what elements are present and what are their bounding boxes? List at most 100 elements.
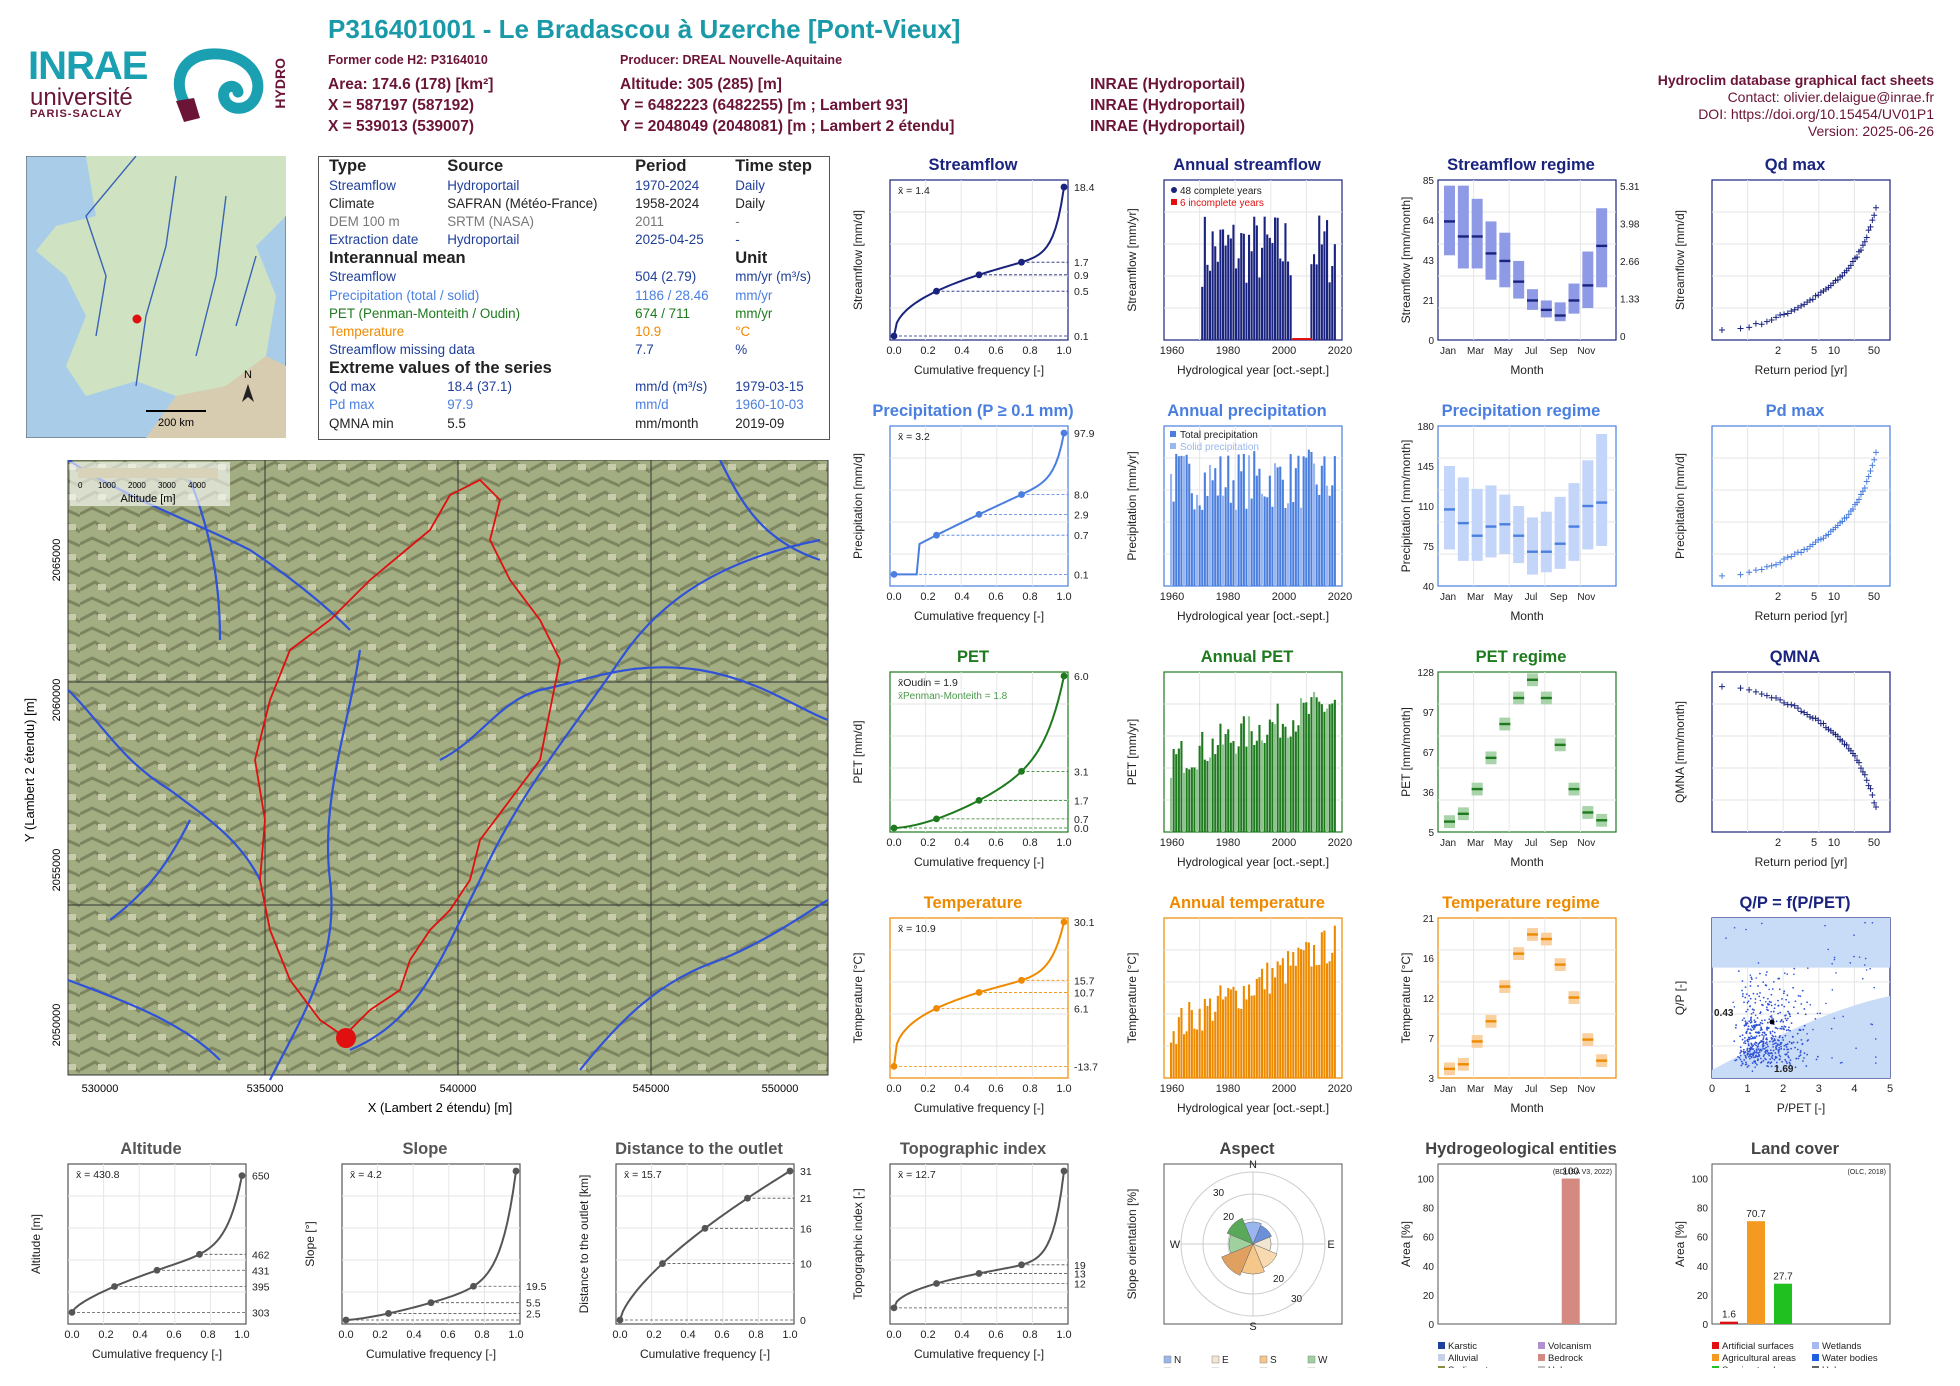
table-row: Streamflow 504 (2.79) mm/yr (m³/s) — [329, 269, 812, 285]
y-tick-label: 20 — [1697, 1291, 1709, 1302]
annual-streamflow-panel: Annual streamflow Streamflow [mm/yr] Hydro… — [1122, 156, 1372, 386]
slope-cdf-title: Slope — [402, 1140, 448, 1158]
qp-point — [1746, 1053, 1749, 1056]
x-tick-label: 0.8 — [200, 1329, 215, 1341]
legend-label: Unknown — [1822, 1365, 1862, 1368]
year-bar — [1216, 745, 1219, 832]
qp-point — [1755, 1035, 1758, 1038]
legend-marker — [1307, 1355, 1316, 1364]
qp-point — [1785, 1019, 1788, 1022]
qp-point — [1740, 1049, 1742, 1052]
plot-frame — [889, 425, 1069, 587]
area-bar — [1561, 1178, 1580, 1324]
qmna-svg: QMNA [mm/month] Return period [yr] 2 5 10 50 — [1673, 671, 1891, 869]
month-tick-label: May — [1494, 1084, 1513, 1095]
year-bar — [1294, 468, 1297, 586]
year-bar — [1266, 234, 1269, 340]
x-tick-label: 0.8 — [1022, 1329, 1037, 1341]
qp-point — [1794, 1046, 1796, 1049]
qp-point — [1749, 974, 1752, 976]
right-tick-label: 3.98 — [1620, 220, 1640, 231]
return-period-point — [1815, 536, 1822, 543]
compass-label: W — [1170, 1239, 1181, 1251]
year-bar — [1222, 744, 1225, 832]
qp-point — [1787, 1056, 1790, 1059]
qp-point — [1759, 999, 1762, 1002]
table-row: Pd max 97.9 mm/d 1960-10-03 — [329, 397, 804, 413]
qp-point — [1743, 1059, 1746, 1061]
return-period-point — [1768, 562, 1775, 569]
right-tick-label: 1.7 — [1074, 257, 1089, 269]
year-bar — [1274, 217, 1277, 340]
inrae-logo: INRAE — [28, 44, 148, 88]
return-period-point — [1763, 692, 1770, 699]
qp-point — [1774, 1035, 1777, 1038]
precip-cdf-svg: Precipitation [mm/d] Cumulative frequency… — [851, 425, 1095, 623]
qp-point — [1775, 1056, 1778, 1059]
qp-point — [1748, 1047, 1751, 1050]
qp-point — [1787, 1029, 1790, 1031]
qp-point — [1795, 1057, 1798, 1060]
year-bar — [1255, 740, 1258, 832]
qp-point — [1750, 1046, 1753, 1049]
qmna-title: QMNA — [1769, 648, 1821, 666]
year-bar — [1268, 475, 1271, 586]
qp-point — [1780, 1019, 1783, 1022]
month-tick-label: Mar — [1467, 1084, 1485, 1095]
qp-point — [1794, 1066, 1797, 1069]
table-row: Temperature 10.9 °C — [329, 323, 751, 339]
x-tick-label: 0.6 — [440, 1329, 455, 1341]
qp-point — [1757, 985, 1759, 987]
regime-box — [1457, 185, 1469, 269]
year-bar — [1248, 234, 1251, 340]
plot-frame — [1711, 1163, 1891, 1325]
x-tick-label: 0.6 — [988, 1329, 1003, 1341]
qp-point — [1763, 1057, 1766, 1060]
hydrogeo-svg: Area [%] (BDLISA V3, 2022) 0 20 40 60 80 100 100… — [1399, 1163, 1617, 1368]
right-tick-label: 0.1 — [1074, 331, 1089, 343]
pd-max-panel: Pd max Precipitation [mm/d] Return period … — [1670, 402, 1920, 632]
right-tick-label: 462 — [252, 1249, 270, 1261]
qp-point — [1770, 1010, 1772, 1013]
return-period-point — [1758, 321, 1765, 328]
year-bar — [1222, 495, 1225, 586]
year-bar — [1222, 999, 1225, 1078]
year-bar — [1175, 453, 1178, 586]
return-period-point — [1784, 310, 1791, 317]
legend-label: Agricultural areas — [1722, 1353, 1796, 1364]
year-bar — [1227, 234, 1230, 340]
y-axis-label: Area [%] — [1673, 1221, 1687, 1267]
legend-label: Unknown — [1548, 1365, 1588, 1368]
legend-label: SW — [1270, 1367, 1287, 1368]
qp-point — [1768, 988, 1770, 991]
qp-point — [1803, 1008, 1806, 1010]
qp-point — [1757, 1048, 1760, 1050]
qp-point — [1762, 1055, 1765, 1058]
year-bar — [1300, 507, 1303, 586]
x-tick-label: 0.2 — [920, 1083, 935, 1095]
qp-point — [1801, 989, 1804, 992]
qp-point — [1784, 1014, 1786, 1017]
x-tick-label: 1.0 — [508, 1329, 523, 1341]
table-row: Streamflow Hydroportail 1970-2024 Daily — [329, 177, 765, 193]
qp-point — [1766, 1028, 1768, 1031]
altitude-cdf-title: Altitude — [120, 1140, 182, 1158]
qp-point — [1871, 1023, 1874, 1026]
year-bar — [1323, 456, 1326, 586]
svg-text:540000: 540000 — [440, 1083, 477, 1095]
right-tick-label: 0 — [1620, 332, 1626, 343]
return-period-point — [1807, 297, 1814, 304]
regime-box — [1568, 483, 1580, 561]
x-axis-label: Month — [1510, 363, 1543, 377]
year-bar — [1253, 451, 1256, 586]
qp-point — [1873, 986, 1876, 989]
right-tick-label: 3.1 — [1074, 766, 1089, 778]
year-bar — [1245, 746, 1248, 832]
qp-point — [1732, 1001, 1734, 1004]
return-period-point — [1865, 473, 1872, 480]
annual-temp-panel: Annual temperature Temperature [°C] Hydrol… — [1122, 894, 1372, 1124]
y-tick-label: 80 — [1697, 1204, 1709, 1215]
year-bar — [1214, 246, 1217, 340]
year-bar — [1237, 454, 1240, 586]
year-bar — [1300, 949, 1303, 1078]
